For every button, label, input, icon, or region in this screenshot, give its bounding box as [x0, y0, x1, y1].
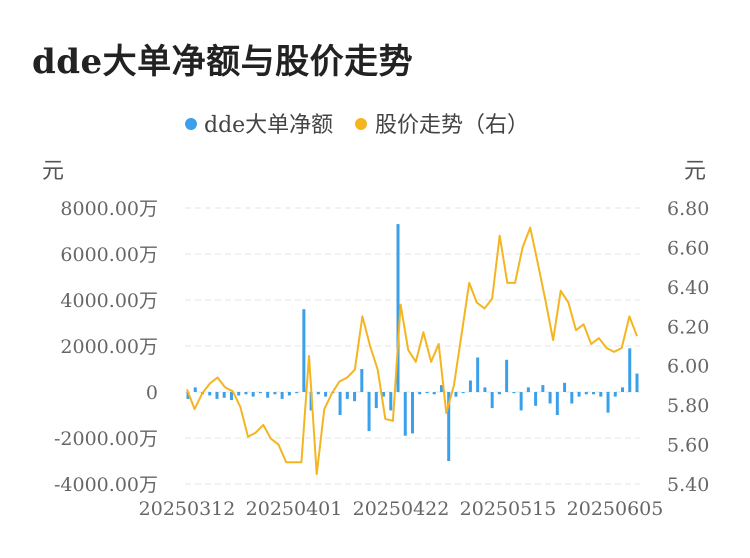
dde-bar: [534, 392, 538, 406]
y-right-tick-label: 6.60: [667, 237, 709, 259]
x-tick-label: 20250422: [353, 498, 450, 520]
dde-bar: [512, 392, 516, 394]
dde-bar: [577, 392, 581, 397]
y-right-tick-label: 6.40: [667, 277, 709, 299]
bar-series: [186, 224, 639, 461]
y-right-tick-label: 6.80: [667, 198, 709, 220]
dde-bar: [411, 392, 414, 434]
price-line: [186, 226, 638, 476]
dde-bar: [497, 392, 501, 395]
dde-bar: [541, 385, 545, 392]
legend-bar-label: dde大单净额: [204, 113, 333, 138]
dde-bar: [592, 392, 596, 395]
dde-bar: [266, 392, 270, 398]
dde-bar: [229, 392, 233, 401]
price-line-series: [186, 226, 638, 476]
dde-bar: [389, 392, 393, 411]
dde-bar: [628, 348, 632, 392]
x-tick-label: 20250401: [246, 498, 343, 520]
dde-bar: [621, 387, 625, 392]
dde-bar: [302, 309, 306, 392]
dde-bar: [374, 392, 378, 409]
dde-bar: [439, 385, 443, 392]
dde-bar: [237, 392, 241, 396]
x-tick-label: 20250515: [460, 498, 557, 520]
dde-bar: [454, 392, 458, 397]
dde-bar: [367, 392, 371, 432]
y-left-tick-label: 0: [146, 382, 158, 404]
dde-bar: [382, 392, 386, 397]
y-right-tick-label: 5.40: [667, 474, 709, 496]
y-right-tick-label: 5.80: [667, 395, 709, 417]
dde-bar: [316, 392, 320, 395]
dde-bar: [563, 382, 567, 392]
dde-bar: [287, 392, 291, 396]
dde-bar: [468, 380, 472, 392]
dde-bar: [584, 392, 588, 395]
dde-bar: [222, 392, 226, 398]
dde-bar: [280, 392, 284, 399]
dde-bar: [244, 392, 248, 395]
legend: dde大单净额 股价走势（右）: [185, 113, 529, 138]
dde-bar: [193, 387, 197, 392]
y-left-unit: 元: [42, 159, 64, 184]
legend-line-label: 股价走势（右）: [375, 113, 529, 138]
dde-bar: [324, 392, 328, 397]
dde-bar: [606, 392, 610, 413]
dde-bar: [295, 392, 299, 394]
dde-bar: [505, 359, 509, 392]
dde-bar: [483, 387, 487, 392]
x-tick-label: 20250312: [139, 498, 236, 520]
y-left-axis: 8000.00万 6000.00万 4000.00万 2000.00万 0 -2000.0…: [54, 198, 158, 496]
dde-bar: [403, 392, 407, 436]
page-title: dde大单净额与股价走势: [32, 42, 414, 82]
dde-bar: [548, 392, 552, 404]
dde-bar: [353, 392, 357, 402]
dde-bar: [526, 387, 530, 392]
dde-bar: [599, 392, 603, 397]
dde-bar: [360, 369, 364, 392]
dde-bar: [461, 392, 465, 394]
legend-bar-marker: [185, 118, 197, 130]
dde-bar: [418, 392, 422, 395]
y-left-tick-label: 4000.00万: [60, 290, 158, 312]
legend-line-marker: [355, 118, 367, 130]
y-left-tick-label: 6000.00万: [60, 244, 158, 266]
grid: [185, 207, 640, 485]
dde-bar: [338, 392, 342, 415]
dde-bar: [447, 392, 451, 461]
dde-bar: [635, 373, 639, 392]
dde-bar: [251, 392, 255, 397]
dde-bar: [570, 392, 574, 404]
y-right-tick-label: 5.60: [667, 435, 709, 457]
dde-bar: [345, 392, 349, 399]
y-left-tick-label: 8000.00万: [60, 198, 158, 220]
dde-bar: [258, 392, 262, 394]
y-right-axis: 6.80 6.60 6.40 6.20 6.00 5.80 5.60 5.40: [667, 198, 709, 496]
y-left-tick-label: -2000.00万: [54, 428, 158, 450]
dde-bar: [396, 224, 400, 392]
dde-bar: [425, 392, 429, 394]
y-right-tick-label: 6.00: [667, 356, 709, 378]
x-axis: 20250312 20250401 20250422 20250515 20250605: [139, 498, 664, 520]
dde-bar: [519, 392, 523, 411]
dde-bar: [490, 392, 494, 409]
y-left-tick-label: -4000.00万: [54, 474, 158, 496]
y-left-tick-label: 2000.00万: [60, 336, 158, 358]
dde-bar: [186, 392, 190, 399]
y-right-unit: 元: [684, 159, 706, 184]
dde-bar: [613, 392, 617, 397]
x-tick-label: 20250605: [567, 498, 664, 520]
dde-bar: [555, 392, 559, 415]
dde-bar: [476, 357, 480, 392]
dde-bar: [432, 392, 436, 395]
y-right-tick-label: 6.20: [667, 316, 709, 338]
dde-bar: [273, 392, 277, 395]
dde-bar: [215, 392, 219, 399]
dde-bar: [208, 392, 212, 396]
